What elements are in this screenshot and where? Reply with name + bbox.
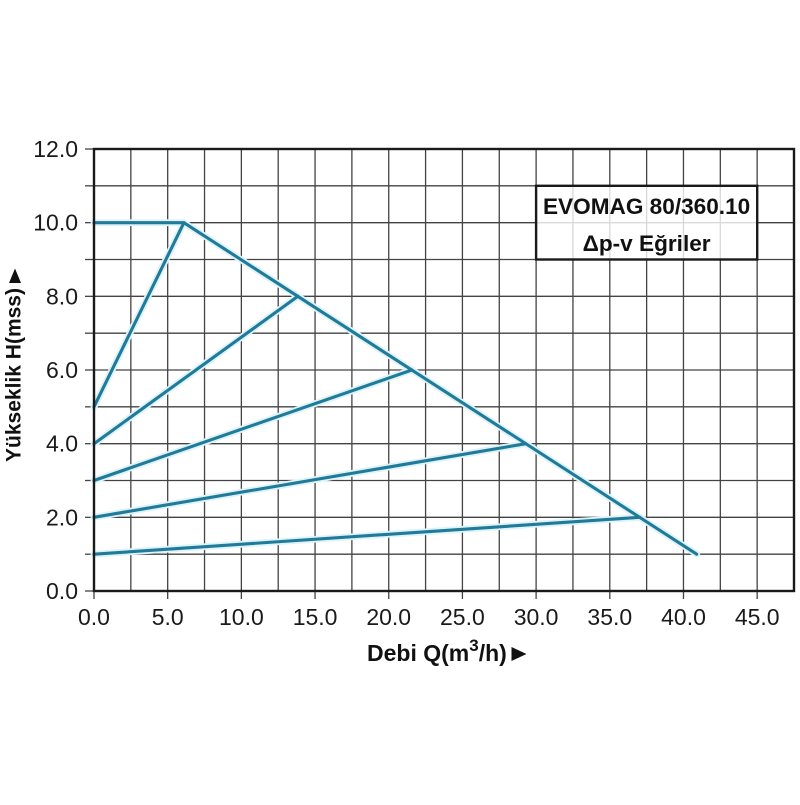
- svg-text:0.0: 0.0: [46, 578, 78, 604]
- svg-text:10.0: 10.0: [219, 604, 264, 630]
- svg-text:40.0: 40.0: [661, 604, 706, 630]
- svg-text:35.0: 35.0: [587, 604, 632, 630]
- svg-text:8.0: 8.0: [46, 283, 78, 309]
- svg-text:15.0: 15.0: [293, 604, 338, 630]
- svg-text:25.0: 25.0: [440, 604, 485, 630]
- svg-text:45.0: 45.0: [735, 604, 780, 630]
- svg-text:20.0: 20.0: [366, 604, 411, 630]
- svg-text:Yükseklik H(mss): Yükseklik H(mss): [3, 288, 26, 462]
- svg-text:6.0: 6.0: [46, 357, 78, 383]
- svg-text:Debi Q(m3/h): Debi Q(m3/h): [367, 636, 507, 666]
- svg-text:2.0: 2.0: [46, 504, 78, 530]
- svg-text:Δp-v Eğriler: Δp-v Eğriler: [583, 231, 711, 256]
- svg-text:4.0: 4.0: [46, 431, 78, 457]
- svg-text:12.0: 12.0: [33, 136, 78, 162]
- svg-text:30.0: 30.0: [514, 604, 559, 630]
- svg-text:5.0: 5.0: [152, 604, 184, 630]
- svg-text:0.0: 0.0: [78, 604, 110, 630]
- svg-text:EVOMAG 80/360.10: EVOMAG 80/360.10: [543, 194, 750, 219]
- svg-text:10.0: 10.0: [33, 210, 78, 236]
